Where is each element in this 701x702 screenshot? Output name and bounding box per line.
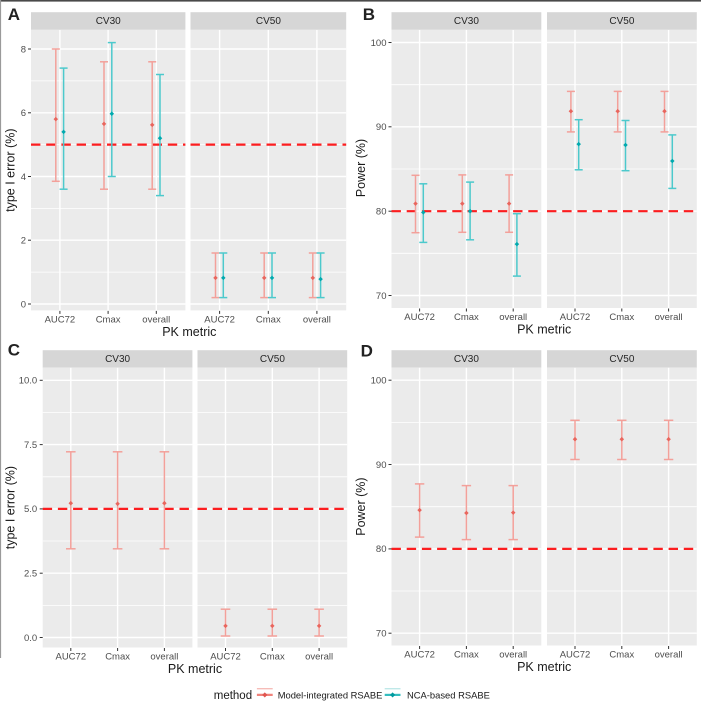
svg-text:80: 80	[376, 207, 387, 218]
svg-text:Cmax: Cmax	[260, 652, 285, 663]
svg-text:4: 4	[21, 172, 26, 183]
svg-text:8: 8	[21, 44, 26, 55]
svg-text:CV50: CV50	[609, 16, 634, 27]
svg-text:0.0: 0.0	[24, 633, 37, 644]
svg-text:70: 70	[376, 291, 387, 302]
svg-text:Power (%): Power (%)	[354, 477, 368, 535]
svg-text:10.0: 10.0	[19, 376, 38, 387]
svg-text:80: 80	[376, 544, 387, 555]
svg-text:CV30: CV30	[96, 16, 121, 27]
svg-text:overall: overall	[305, 652, 333, 663]
svg-text:CV30: CV30	[454, 16, 479, 27]
svg-text:2.5: 2.5	[24, 569, 37, 580]
svg-text:PK metric: PK metric	[162, 325, 216, 339]
svg-text:Cmax: Cmax	[609, 312, 634, 323]
svg-text:AUC72: AUC72	[45, 314, 76, 325]
svg-text:100: 100	[371, 376, 387, 387]
svg-text:0: 0	[21, 299, 26, 310]
svg-text:overall: overall	[655, 650, 683, 661]
svg-text:overall: overall	[499, 650, 527, 661]
svg-text:CV30: CV30	[454, 354, 479, 365]
svg-text:7.5: 7.5	[24, 440, 37, 451]
svg-text:type I error (%): type I error (%)	[4, 466, 18, 549]
svg-text:AUC72: AUC72	[560, 312, 591, 323]
svg-text:overall: overall	[150, 652, 178, 663]
svg-text:100: 100	[371, 38, 387, 49]
svg-text:method: method	[214, 690, 252, 702]
svg-text:Cmax: Cmax	[609, 650, 634, 661]
svg-text:overall: overall	[142, 314, 170, 325]
svg-text:Cmax: Cmax	[256, 314, 281, 325]
svg-text:overall: overall	[655, 312, 683, 323]
svg-text:Cmax: Cmax	[454, 650, 479, 661]
svg-text:overall: overall	[303, 314, 331, 325]
svg-text:Cmax: Cmax	[96, 314, 121, 325]
svg-text:90: 90	[376, 460, 387, 471]
svg-text:NCA-based RSABE: NCA-based RSABE	[407, 689, 490, 700]
svg-text:PK metric: PK metric	[517, 660, 571, 674]
svg-text:Model-integrated RSABE: Model-integrated RSABE	[278, 689, 383, 700]
svg-text:CV50: CV50	[609, 354, 634, 365]
svg-text:CV50: CV50	[260, 354, 285, 365]
svg-text:90: 90	[376, 122, 387, 133]
svg-text:C: C	[8, 341, 20, 360]
svg-text:Cmax: Cmax	[454, 312, 479, 323]
svg-text:AUC72: AUC72	[560, 650, 591, 661]
svg-text:Power (%): Power (%)	[354, 139, 368, 197]
svg-text:overall: overall	[499, 312, 527, 323]
svg-text:A: A	[8, 5, 20, 24]
svg-text:CV30: CV30	[105, 354, 130, 365]
svg-text:CV50: CV50	[256, 16, 281, 27]
svg-text:Cmax: Cmax	[105, 652, 130, 663]
svg-text:2: 2	[21, 236, 26, 247]
svg-text:PK metric: PK metric	[168, 662, 222, 676]
svg-text:70: 70	[376, 629, 387, 640]
svg-text:AUC72: AUC72	[210, 652, 241, 663]
svg-text:AUC72: AUC72	[55, 652, 86, 663]
svg-text:5.0: 5.0	[24, 504, 37, 515]
svg-text:B: B	[363, 5, 375, 24]
svg-text:PK metric: PK metric	[517, 323, 571, 337]
svg-text:AUC72: AUC72	[404, 650, 435, 661]
svg-text:6: 6	[21, 108, 26, 119]
svg-text:AUC72: AUC72	[204, 314, 235, 325]
svg-text:D: D	[361, 341, 373, 360]
svg-text:type I error (%): type I error (%)	[4, 129, 18, 212]
svg-text:AUC72: AUC72	[404, 312, 435, 323]
